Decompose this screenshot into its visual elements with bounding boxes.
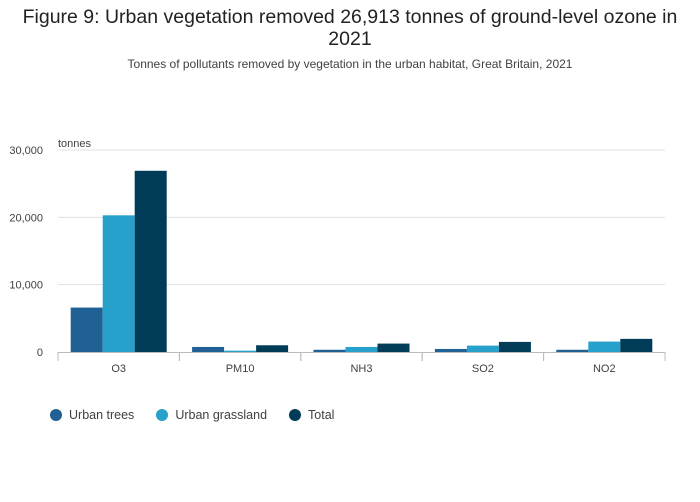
x-axis: O3 PM10 NH3 SO2 NO2	[57, 352, 666, 375]
legend-item[interactable]: Total	[289, 408, 334, 422]
y-axis-label: tonnes	[58, 138, 92, 150]
bars	[70, 170, 653, 352]
bar	[134, 170, 167, 352]
y-tick-label: 30,000	[9, 145, 43, 157]
x-tick-label: PM10	[226, 363, 255, 375]
legend-item[interactable]: Urban trees	[50, 408, 134, 422]
y-tick-label: 20,000	[9, 212, 43, 224]
legend-swatch	[289, 409, 302, 421]
bar	[377, 343, 410, 352]
legend-label: Urban trees	[69, 408, 135, 422]
legend-swatch	[50, 409, 62, 421]
y-axis: 0 10,000 20,000 30,000	[9, 145, 43, 359]
bar	[256, 345, 289, 352]
bar	[313, 349, 346, 352]
y-tick-label: 10,000	[9, 280, 43, 292]
chart-title: Figure 9: Urban vegetation removed 26,91…	[22, 6, 678, 50]
bar	[466, 345, 499, 352]
bar	[70, 307, 103, 352]
bar-chart: 0 10,000 20,000 30,000 tonnes O3 PM10 NH3 SO2 N…	[9, 138, 666, 375]
y-tick-label: 0	[37, 347, 43, 359]
bar	[224, 350, 257, 352]
x-tick-label: SO2	[472, 363, 494, 375]
bar	[588, 341, 621, 352]
legend-label: Total	[308, 408, 335, 422]
bar	[192, 346, 225, 352]
legend-item[interactable]: Urban grassland	[156, 408, 267, 422]
legend: Urban trees Urban grassland Total	[50, 408, 356, 422]
bar	[498, 341, 531, 352]
bar	[556, 349, 589, 352]
legend-swatch	[156, 409, 169, 421]
legend-label: Urban grassland	[175, 408, 268, 422]
chart-subtitle: Tonnes of pollutants removed by vegetati…	[127, 57, 573, 71]
bar	[345, 346, 378, 352]
x-tick-label: NO2	[593, 363, 616, 375]
bar	[620, 338, 653, 352]
bar	[102, 215, 135, 352]
x-tick-label: NH3	[350, 363, 372, 375]
x-tick-label: O3	[111, 363, 126, 375]
bar	[434, 348, 467, 352]
